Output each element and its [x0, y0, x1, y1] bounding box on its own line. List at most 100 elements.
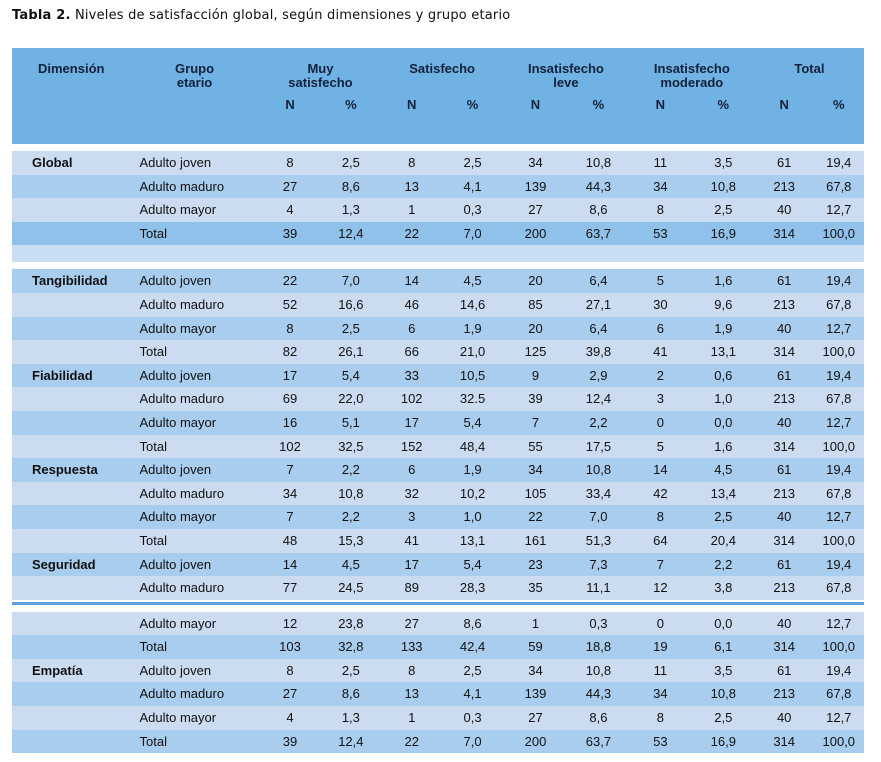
count-cell: 27 [381, 611, 443, 636]
count-cell: 34 [502, 658, 569, 683]
percent-cell: 67,8 [813, 292, 864, 317]
count-cell: 61 [754, 363, 814, 388]
percent-cell: 10,8 [320, 481, 382, 506]
count-cell: 200 [502, 221, 569, 246]
count-cell: 14 [628, 458, 692, 482]
percent-cell: 7,0 [568, 505, 629, 529]
count-cell: 2 [628, 363, 692, 388]
count-cell: 40 [754, 198, 814, 222]
count-cell: 13 [381, 682, 443, 707]
table-row: Adulto mayor 4 1,3 1 0,3 27 8,6 8 2,5 40 12,7 [12, 198, 864, 222]
percent-cell: 9,6 [691, 292, 755, 317]
dimension-cell: Seguridad [12, 552, 130, 577]
grupo-cell: Adulto mayor [129, 611, 260, 636]
caption-text: Niveles de satisfacción global, según di… [70, 8, 511, 23]
count-cell: 16 [259, 410, 321, 435]
grupo-cell: Total [129, 528, 260, 553]
percent-cell: 2,2 [320, 458, 382, 482]
count-cell: 40 [754, 316, 814, 341]
grupo-cell: Adulto mayor [129, 410, 260, 435]
percent-cell: 14,6 [442, 292, 503, 317]
count-cell: 314 [754, 434, 814, 459]
percent-cell: 10,2 [442, 481, 503, 506]
count-cell: 39 [259, 729, 321, 754]
dimension-cell [12, 174, 130, 199]
grupo-cell: Adulto mayor [129, 505, 260, 529]
count-cell: 133 [381, 635, 443, 659]
count-cell: 7 [502, 410, 569, 435]
percent-cell: 16,9 [691, 729, 755, 754]
table-row: Adulto mayor 8 2,5 6 1,9 20 6,4 6 1,9 40 12,7 [12, 316, 864, 341]
percent-cell: 19,4 [813, 151, 864, 175]
count-cell: 7 [259, 505, 321, 529]
dimension-cell [12, 611, 130, 636]
table-row: Global Adulto joven 8 2,5 8 2,5 34 10,8 11 3,5 61 1… [12, 151, 864, 175]
count-cell: 34 [259, 481, 321, 506]
percent-cell: 5,4 [320, 363, 382, 388]
table-row: Adulto maduro 69 22,0 102 32.5 39 12,4 3 1,0 213 6… [12, 387, 864, 411]
count-cell: 41 [381, 528, 443, 553]
header-insatisfecho-moderado: Insatisfecho moderado [628, 48, 755, 92]
count-cell: 200 [502, 729, 569, 754]
count-cell: 27 [259, 174, 321, 199]
count-cell: 4 [259, 198, 321, 222]
percent-cell: 44,3 [568, 174, 629, 199]
subheader-pct: % [813, 92, 864, 144]
percent-cell: 100,0 [813, 635, 864, 659]
count-cell: 13 [381, 174, 443, 199]
count-cell: 152 [381, 434, 443, 459]
count-cell: 8 [628, 505, 692, 529]
count-cell: 314 [754, 635, 814, 659]
table-body: Global Adulto joven 8 2,5 8 2,5 34 10,8 11 3,5 61 1… [12, 144, 864, 754]
table-row: Adulto mayor 12 23,8 27 8,6 1 0,3 0 0,0 40 12,7 [12, 611, 864, 636]
count-cell: 39 [502, 387, 569, 411]
table-row: Adulto mayor 16 5,1 17 5,4 7 2,2 0 0,0 40 12,7 [12, 410, 864, 435]
percent-cell: 67,8 [813, 682, 864, 707]
table-row: Respuesta Adulto joven 7 2,2 6 1,9 34 10,8 14 4,5… [12, 458, 864, 482]
grupo-cell: Total [129, 729, 260, 754]
count-cell: 69 [259, 387, 321, 411]
percent-cell: 42,4 [442, 635, 503, 659]
percent-cell: 12,4 [320, 221, 382, 246]
header-total: Total [754, 48, 864, 92]
count-cell: 33 [381, 363, 443, 388]
percent-cell: 4,1 [442, 174, 503, 199]
table-row: Adulto maduro 27 8,6 13 4,1 139 44,3 34 10,8 213 6… [12, 682, 864, 707]
count-cell: 85 [502, 292, 569, 317]
subheader-n: N [381, 92, 443, 144]
percent-cell: 1,0 [442, 505, 503, 529]
percent-cell: 2,5 [320, 151, 382, 175]
count-cell: 23 [502, 552, 569, 577]
count-cell: 102 [381, 387, 443, 411]
count-cell: 39 [259, 221, 321, 246]
grupo-cell: Total [129, 340, 260, 364]
percent-cell: 1,3 [320, 706, 382, 730]
count-cell: 40 [754, 706, 814, 730]
count-cell: 34 [502, 151, 569, 175]
count-cell: 8 [259, 658, 321, 683]
grupo-cell: Adulto joven [129, 552, 260, 577]
count-cell: 12 [259, 611, 321, 636]
count-cell: 27 [259, 682, 321, 707]
table-row: Adulto maduro 34 10,8 32 10,2 105 33,4 42 13,4 21… [12, 481, 864, 506]
count-cell: 7 [628, 552, 692, 577]
table-row: Empatía Adulto joven 8 2,5 8 2,5 34 10,8 11 3,5 61… [12, 658, 864, 683]
percent-cell: 0,0 [691, 611, 755, 636]
spacer-row [12, 599, 864, 602]
percent-cell: 12,4 [320, 729, 382, 754]
count-cell: 17 [381, 410, 443, 435]
spacer-row [12, 245, 864, 263]
percent-cell: 2,5 [442, 151, 503, 175]
count-cell: 7 [259, 458, 321, 482]
count-cell: 102 [259, 434, 321, 459]
count-cell: 27 [502, 706, 569, 730]
percent-cell: 2,5 [442, 658, 503, 683]
count-cell: 6 [381, 316, 443, 341]
count-cell: 0 [628, 611, 692, 636]
grupo-cell: Total [129, 434, 260, 459]
percent-cell: 100,0 [813, 434, 864, 459]
count-cell: 11 [628, 151, 692, 175]
count-cell: 11 [628, 658, 692, 683]
count-cell: 61 [754, 658, 814, 683]
count-cell: 61 [754, 269, 814, 293]
